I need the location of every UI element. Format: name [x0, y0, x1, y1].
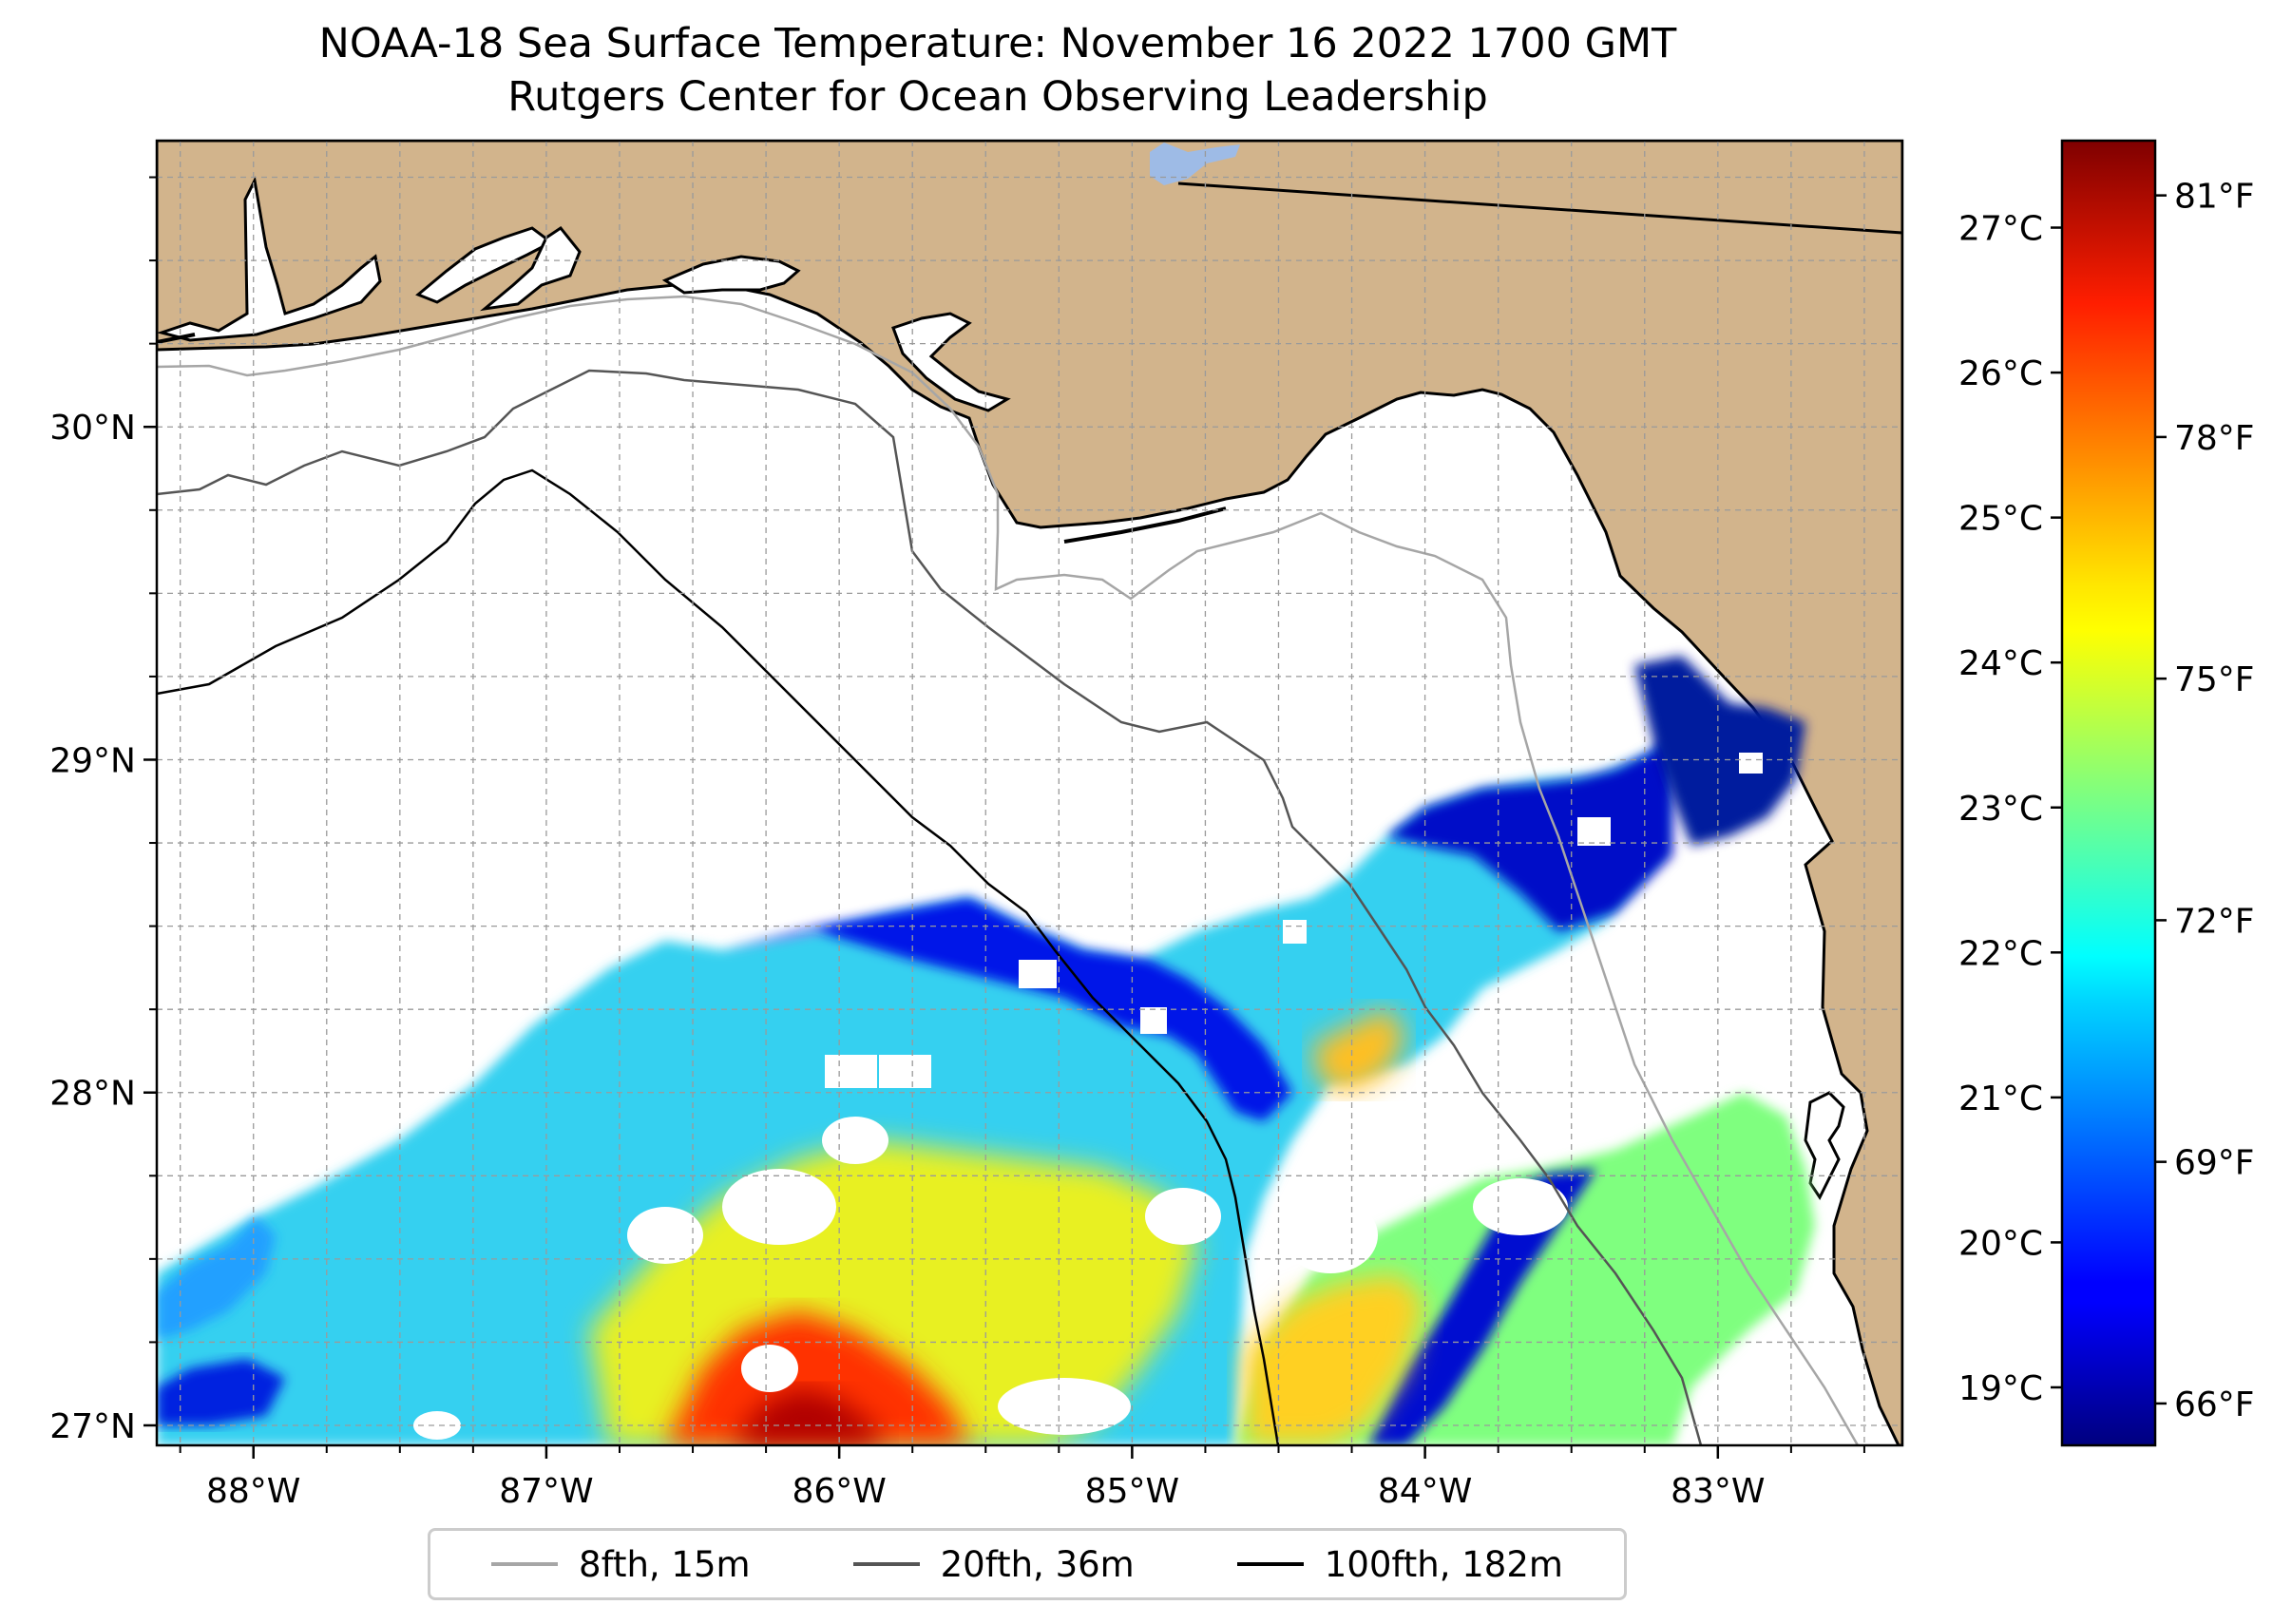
celsius-tick-label: 22°C [1958, 934, 2043, 973]
lat-tick-label: 29°N [49, 741, 136, 780]
lat-tick-label: 27°N [49, 1407, 136, 1446]
lat-tick-label: 30°N [49, 409, 136, 448]
celsius-tick-label: 27°C [1958, 210, 2043, 249]
sst-cold-band [722, 898, 1292, 1121]
st-joseph-bay [891, 312, 1011, 412]
sst-cold-bigbend [1634, 656, 1805, 846]
gridlines [157, 141, 1902, 1445]
map-area [157, 141, 1902, 1445]
legend-line-8fth [491, 1562, 559, 1566]
tampa-bay [1804, 1091, 1845, 1200]
celsius-tick-label: 24°C [1958, 644, 2043, 683]
lon-tick-label: 88°W [206, 1472, 300, 1511]
lon-tick-label: 83°W [1671, 1472, 1765, 1511]
legend-label-20fth: 20fth, 36m [940, 1543, 1135, 1585]
legend-label-100fth: 100fth, 182m [1324, 1543, 1563, 1585]
sst-cold-east [1387, 732, 1672, 931]
legend-line-100fth [1236, 1562, 1304, 1566]
isobath-legend: 8fth, 15m 20fth, 36m 100fth, 182m [428, 1528, 1627, 1600]
celsius-tick-label: 21°C [1958, 1079, 2043, 1118]
sst-hottest-core [732, 1387, 884, 1445]
legend-item-8fth: 8fth, 15m [491, 1544, 751, 1585]
colorbar: 19°C 20°C 21°C 22°C 23°C 24°C 25°C 26°C 27°C 66°F… [1958, 139, 2255, 1447]
lon-tick-label: 84°W [1378, 1472, 1472, 1511]
barrier-island [157, 333, 196, 344]
lon-tick-label: 85°W [1085, 1472, 1179, 1511]
legend-label-8fth: 8fth, 15m [579, 1543, 751, 1585]
fahrenheit-tick-label: 75°F [2174, 660, 2255, 699]
sst-warm-east [1245, 1273, 1425, 1445]
title-line-2: Rutgers Center for Ocean Observing Leade… [507, 73, 1488, 121]
choctawhatchee-bay [157, 176, 382, 342]
legend-line-20fth [852, 1562, 920, 1566]
fahrenheit-tick-label: 66°F [2174, 1385, 2255, 1424]
celsius-tick-label: 20°C [1958, 1224, 2043, 1263]
sst-swath [157, 741, 1672, 1445]
celsius-tick-label: 25°C [1958, 500, 2043, 539]
sst-data-field [157, 656, 1815, 1445]
legend-item-20fth: 20fth, 36m [852, 1543, 1135, 1585]
cloud-mask [413, 753, 1763, 1440]
map-frame [155, 139, 1904, 1447]
sst-hot-core [665, 1311, 969, 1445]
fahrenheit-tick-label: 78°F [2174, 419, 2255, 458]
isobath-8fth-15m [157, 295, 1860, 1445]
map-title: NOAA-18 Sea Surface Temperature: Novembe… [0, 17, 1996, 124]
celsius-tick-label: 23°C [1958, 790, 2043, 829]
sst-patch-west [157, 1216, 276, 1340]
fahrenheit-tick-label: 69°F [2174, 1144, 2255, 1183]
title-line-1: NOAA-18 Sea Surface Temperature: Novembe… [318, 20, 1677, 67]
fahrenheit-tick-label: 72°F [2174, 902, 2255, 941]
colorbar-gradient [2060, 139, 2157, 1447]
lake-seminole [1150, 143, 1240, 185]
isobath-100fth-182m [157, 468, 1280, 1445]
lon-tick-label: 86°W [792, 1472, 886, 1511]
fahrenheit-tick-label: 81°F [2174, 178, 2255, 217]
celsius-tick-label: 26°C [1958, 354, 2043, 393]
isobath-20fth-36m [157, 369, 1703, 1445]
lat-tick-label: 28°N [49, 1075, 136, 1114]
legend-item-100fth: 100fth, 182m [1236, 1543, 1563, 1585]
barrier-island [1063, 506, 1227, 544]
colorbar-ticks: 19°C 20°C 21°C 22°C 23°C 24°C 25°C 26°C 27°C 66°F… [1958, 178, 2254, 1424]
sst-warm-north [1311, 1007, 1406, 1093]
celsius-tick-label: 19°C [1958, 1369, 2043, 1408]
st-andrews-bay [479, 225, 582, 312]
lon-tick-label: 87°W [499, 1472, 593, 1511]
state-boundary [1177, 182, 1902, 235]
map-axes: 88°W 87°W 86°W 85°W 84°W 83°W 27°N 28°N 29°N 30°N [49, 176, 1865, 1511]
